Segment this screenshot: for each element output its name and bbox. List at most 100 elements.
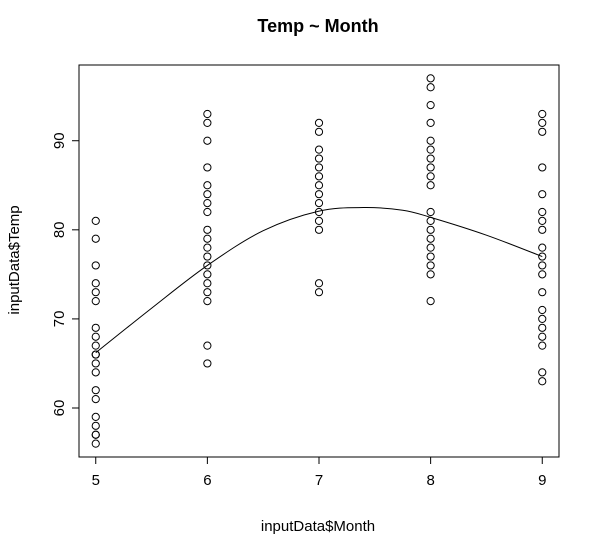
data-point [426,181,435,190]
data-point [538,243,547,252]
data-point [314,118,324,128]
data-point [426,172,435,181]
data-point [314,288,324,297]
data-point [538,109,547,119]
data-point [314,145,324,154]
data-point [203,296,212,306]
data-point [538,368,547,377]
data-point [203,207,212,217]
data-point [538,314,547,324]
data-point [538,207,547,217]
data-point [203,225,212,234]
data-point [203,198,212,208]
data-point [91,394,100,404]
y-tick-label: 60 [51,400,68,417]
data-point [426,74,435,83]
data-point [538,118,547,128]
data-point [91,350,100,359]
data-point [91,323,100,332]
data-point [203,109,212,119]
data-point [91,412,100,422]
y-axis: 60 70 80 90 [51,132,79,416]
data-point [314,172,324,181]
data-point [91,288,100,297]
data-point [538,341,547,350]
data-point [426,216,435,226]
data-point [538,305,547,315]
data-point [203,136,212,145]
data-point [91,439,100,448]
data-point [426,83,435,92]
fit-curve [95,207,543,354]
data-point [203,234,212,243]
data-point [426,225,435,234]
fit-curve-layer [95,207,543,354]
data-point [91,296,100,306]
data-point [203,243,212,252]
data-point [203,261,212,270]
data-point [314,163,324,172]
data-point [426,270,435,279]
data-point [203,163,212,172]
data-point [426,296,435,306]
x-tick-label: 9 [538,472,546,489]
x-axis: 5 6 7 8 9 [92,457,546,489]
x-tick-label: 6 [203,472,211,489]
data-point [538,377,547,386]
data-point [426,100,435,110]
data-point [426,234,435,243]
data-point [426,207,435,217]
data-point [314,279,324,288]
data-point [314,181,324,190]
data-point [538,163,547,172]
y-tick-label: 70 [51,311,68,328]
data-point [426,163,435,172]
x-tick-label: 8 [426,472,434,489]
plot-frame [78,64,560,458]
data-point [538,288,547,297]
data-point [91,216,100,226]
data-point [314,207,324,217]
data-point [91,386,100,395]
data-point [538,270,547,279]
data-point [203,341,212,350]
data-point [203,190,212,199]
data-point [426,118,435,128]
data-point [314,127,324,136]
data-point [91,359,100,368]
chart-title: Temp ~ Month [257,16,378,36]
y-tick-label: 80 [51,221,68,238]
data-point [538,261,547,270]
data-point [203,270,212,279]
data-point [538,225,547,234]
data-point [203,252,212,261]
data-point [426,243,435,252]
x-tick-label: 5 [92,472,100,489]
data-point [91,332,100,341]
data-point [91,234,100,243]
data-point [203,279,212,288]
data-point [538,216,547,226]
data-point [91,261,100,270]
data-point [91,279,100,288]
data-point [538,252,547,261]
data-point [538,190,547,199]
data-point [426,154,435,163]
data-point [314,216,324,226]
data-point [314,198,324,208]
data-points [91,74,547,448]
data-point [314,190,324,199]
data-point [91,368,100,377]
x-axis-label: inputData$Month [261,518,375,535]
data-point [91,341,100,350]
data-point [91,421,100,430]
data-point [538,332,547,341]
data-point [426,145,435,154]
data-point [426,252,435,261]
data-point [203,118,212,128]
data-point [426,261,435,270]
data-point [314,154,324,163]
data-point [203,288,212,297]
data-point [91,430,100,439]
